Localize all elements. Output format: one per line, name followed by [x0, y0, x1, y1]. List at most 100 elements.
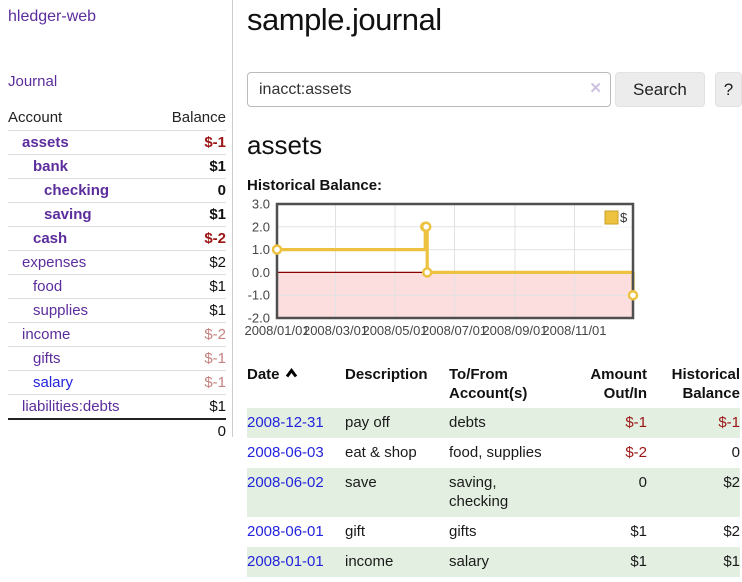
account-link[interactable]: expenses: [22, 254, 87, 271]
register-tofrom-cell: debts: [449, 408, 567, 438]
account-balance: $1: [154, 394, 226, 419]
register-header-date[interactable]: Date: [247, 363, 345, 408]
register-description-cell: save: [345, 468, 449, 517]
svg-text:2008/09/01: 2008/09/01: [482, 323, 547, 338]
main-panel: sample.journal ✕ Search ? assets Histori…: [244, 0, 742, 577]
historical-balance-chart[interactable]: 3.0 2.0 1.0 0.0 -1.0 -2.0 2008/01/01 2008/03/01…: [244, 197, 742, 343]
account-link[interactable]: checking: [44, 182, 110, 199]
register-header-description: Description: [345, 366, 428, 383]
account-row: salary $-1: [8, 370, 226, 395]
svg-text:1.0: 1.0: [252, 242, 270, 257]
register-row[interactable]: 2008-06-03 eat & shop food, supplies $-2 0: [247, 438, 740, 468]
search-input[interactable]: [247, 72, 611, 107]
register-description-cell: pay off: [345, 408, 449, 438]
chart-label: Historical Balance:: [247, 177, 383, 194]
account-link[interactable]: liabilities:debts: [22, 398, 120, 415]
account-balance: $-1: [154, 370, 226, 395]
account-balance: $1: [154, 154, 226, 179]
account-link[interactable]: assets: [22, 134, 69, 151]
account-link[interactable]: saving: [44, 206, 92, 223]
accounts-table: Account Balance assets $-1 bank $1 checking 0…: [8, 106, 226, 443]
account-balance: $2: [154, 250, 226, 275]
legend-swatch: [604, 210, 619, 225]
register-description-cell: eat & shop: [345, 444, 417, 461]
register-tofrom-cell: saving, checking: [449, 468, 567, 517]
svg-text:2008/01/01: 2008/01/01: [244, 323, 309, 338]
register-date-cell: 2008-12-31: [247, 408, 345, 438]
register-date-link[interactable]: 2008-12-31: [247, 414, 324, 431]
svg-text:2008/03/01: 2008/03/01: [303, 323, 368, 338]
register-tofrom-cell: salary: [449, 547, 567, 577]
register-table: Date Description To/From Account(s) Amou…: [247, 363, 740, 577]
account-balance: $-1: [154, 130, 226, 155]
register-amount-cell: $-2: [625, 444, 647, 461]
register-balance-cell: 0: [731, 444, 740, 461]
register-date-link[interactable]: 2008-06-03: [247, 444, 324, 461]
svg-text:-1.0: -1.0: [248, 288, 270, 303]
account-balance: $1: [154, 202, 226, 227]
help-button[interactable]: ?: [714, 72, 742, 107]
register-amount-cell: $1: [567, 547, 647, 577]
register-date-cell: 2008-06-01: [247, 517, 345, 547]
search-button[interactable]: Search: [615, 72, 705, 107]
clear-search-icon[interactable]: ✕: [589, 80, 602, 97]
register-date-cell: 2008-06-02: [247, 468, 345, 517]
brand-link[interactable]: hledger-web: [8, 8, 97, 25]
search-bar: ✕ Search ?: [247, 72, 742, 107]
register-balance-cell: $-1: [647, 408, 740, 438]
account-row: saving $1: [8, 202, 226, 227]
register-date-link[interactable]: 2008-06-01: [247, 523, 324, 540]
register-date-cell: 2008-06-03: [247, 438, 345, 468]
account-row: expenses $2: [8, 250, 226, 275]
register-balance-cell: $1: [647, 547, 740, 577]
account-balance: $1: [154, 274, 226, 299]
account-row: food $1: [8, 274, 226, 299]
accounts-total-value: 0: [154, 418, 226, 443]
account-balance: $1: [154, 298, 226, 323]
register-header-tofrom: To/From Account(s): [449, 366, 528, 402]
svg-text:2.0: 2.0: [252, 219, 270, 234]
account-link[interactable]: supplies: [33, 302, 89, 319]
register-row[interactable]: 2008-01-01 income salary $1 $1: [247, 547, 740, 577]
sidebar: hledger-web Journal Account Balance asse…: [0, 0, 233, 443]
account-row: cash $-2: [8, 226, 226, 251]
account-link[interactable]: bank: [33, 158, 69, 175]
account-balance: $-2: [154, 322, 226, 347]
accounts-header-balance: Balance: [171, 109, 226, 126]
register-header-amount: Amount Out/In: [590, 366, 647, 402]
account-link[interactable]: salary: [33, 374, 74, 391]
svg-text:2008/11/01: 2008/11/01: [542, 323, 606, 338]
register-description-cell: gift: [345, 523, 366, 540]
account-link[interactable]: food: [33, 278, 63, 295]
account-row: checking 0: [8, 178, 226, 203]
account-row: assets $-1: [8, 130, 226, 155]
register-date-link[interactable]: 2008-06-02: [247, 474, 324, 491]
register-tofrom-cell: food, supplies: [449, 444, 542, 461]
svg-text:-2.0: -2.0: [248, 311, 270, 326]
register-date-link[interactable]: 2008-01-01: [247, 553, 324, 570]
account-balance: 0: [154, 178, 226, 203]
legend-label: $: [620, 210, 628, 225]
account-link[interactable]: cash: [33, 230, 68, 247]
register-amount-cell: $-1: [567, 408, 647, 438]
register-amount-cell: 0: [567, 468, 647, 517]
sidebar-item-journal[interactable]: Journal: [8, 73, 58, 90]
account-balance: $-2: [154, 226, 226, 251]
svg-text:3.0: 3.0: [252, 197, 270, 212]
account-row: liabilities:debts $1: [8, 394, 226, 419]
chart-canvas: 3.0 2.0 1.0 0.0 -1.0 -2.02008/01/012008/03/01…: [244, 197, 639, 338]
register-description-cell: income: [345, 547, 449, 577]
account-link[interactable]: gifts: [33, 350, 61, 367]
account-row: supplies $1: [8, 298, 226, 323]
account-link[interactable]: income: [22, 326, 71, 343]
register-row[interactable]: 2008-06-02 save saving, checking 0 $2: [247, 468, 740, 517]
accounts-total-row: 0: [8, 418, 226, 443]
register-date-cell: 2008-01-01: [247, 547, 345, 577]
register-amount-cell: $1: [630, 523, 647, 540]
register-row[interactable]: 2008-06-01 gift gifts $1 $2: [247, 517, 740, 547]
account-heading: assets: [247, 130, 323, 160]
register-row[interactable]: 2008-12-31 pay off debts $-1 $-1: [247, 408, 740, 438]
svg-text:0.0: 0.0: [252, 265, 270, 280]
svg-text:2008/07/01: 2008/07/01: [422, 323, 487, 338]
register-balance-cell: $2: [647, 468, 740, 517]
